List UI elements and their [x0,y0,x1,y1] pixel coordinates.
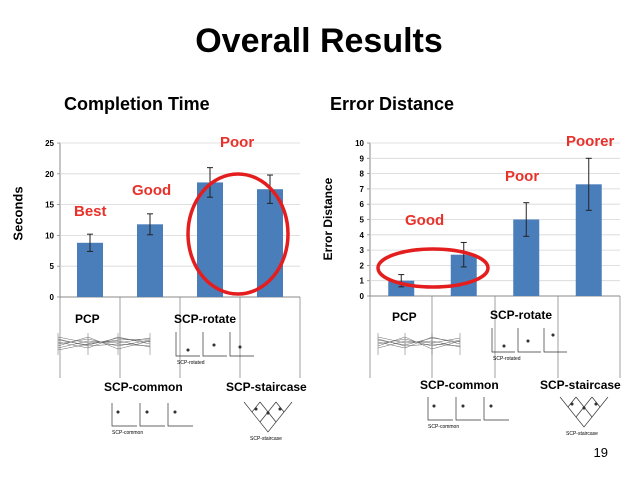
y-tick-label: 0 [50,293,55,302]
slide-title: Overall Results [195,22,443,60]
y-tick-label: 3 [360,246,365,255]
pcp-thumbnail-2 [377,333,461,355]
annotation-best: Best [74,203,107,220]
y-tick-label: 5 [50,262,55,271]
annotation-poor: Poor [220,134,255,151]
y-tick-label: 5 [360,216,365,225]
category-label-scp-rotate: SCP-rotate [174,312,237,326]
y-tick-label: 7 [360,185,365,194]
y-tick-label: 0 [360,292,365,301]
category-label-scp-common: SCP-common [104,380,183,394]
chart-1-title: Completion Time [64,94,210,114]
scp-staircase-thumbnail-1 [243,401,293,433]
highlight-ellipse-2 [376,247,490,289]
category-label-pcp: PCP [75,312,100,326]
rotated-caption-1: SCP-rotated [177,360,205,366]
highlight-ellipse-1 [186,172,290,296]
bar-scp-rotate [197,182,223,297]
scp-common-thumbnail-1 [111,403,193,427]
error-distance-chart: 0 1 2 3 4 5 6 7 8 9 10 [355,139,621,378]
pcp-thumbnail-1 [57,333,151,355]
bar-scp-common [137,224,163,297]
category-label-pcp-2: PCP [392,310,417,324]
scp-common-thumbnail-2 [427,397,509,421]
y-tick-label: 1 [360,277,365,286]
common-caption-1: SCP-common [112,430,143,436]
y-tick-label: 25 [45,139,54,148]
chart-1-ylabel: Seconds [10,186,26,241]
y-tick-label: 10 [355,139,364,148]
category-label-scp-staircase-2: SCP-staircase [540,378,621,392]
y-tick-label: 15 [45,201,54,210]
y-tick-label: 9 [360,154,365,163]
category-label-scp-common-2: SCP-common [420,378,499,392]
staircase-caption-1: SCP-staircase [250,436,282,442]
annotation-good: Good [132,182,172,199]
staircase-caption-2: SCP-staircase [566,431,598,437]
y-tick-label: 10 [45,231,54,240]
category-label-scp-staircase: SCP-staircase [226,380,307,394]
y-tick-label: 20 [45,170,54,179]
page-number: 19 [593,445,608,460]
scp-staircase-thumbnail-2 [559,396,609,428]
y-tick-label: 2 [360,261,365,270]
chart-2-title: Error Distance [330,94,455,114]
chart-2-ylabel: Error Distance [321,177,335,261]
annotation-poorer: Poorer [566,133,615,150]
category-label-scp-rotate-2: SCP-rotate [490,308,553,322]
annotation-poor-2: Poor [505,168,540,185]
common-caption-2: SCP-common [428,424,459,430]
scp-rotated-thumbnail-2 [491,328,567,353]
rotated-caption-2: SCP-rotated [493,356,521,362]
annotation-good-2: Good [405,212,445,229]
y-tick-label: 8 [360,170,365,179]
completion-time-chart: 0 5 10 15 20 25 [45,139,301,378]
y-tick-label: 4 [360,231,365,240]
y-tick-label: 6 [360,200,365,209]
scp-rotated-thumbnail-1 [175,332,254,357]
